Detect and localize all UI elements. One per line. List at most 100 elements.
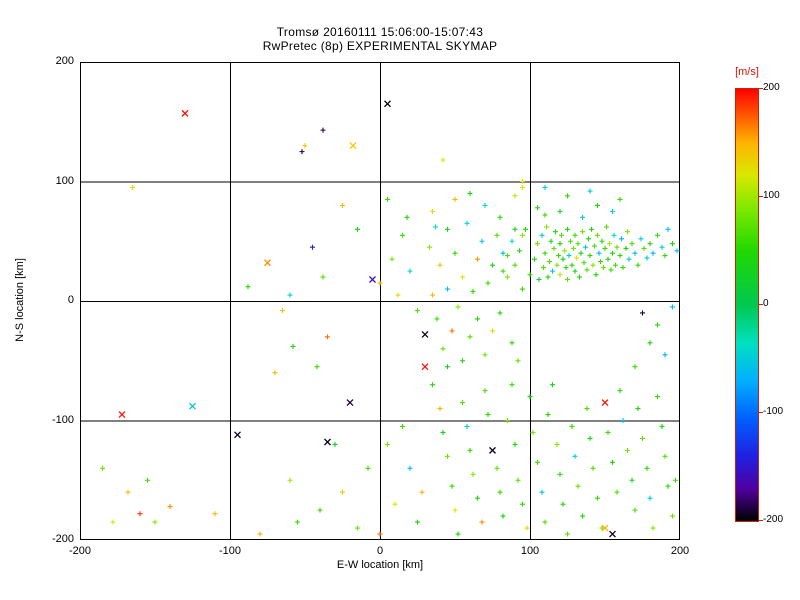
colorbar-tick-label: 0 [763, 298, 769, 309]
data-point [369, 276, 376, 283]
data-point [670, 513, 675, 519]
data-point [557, 208, 563, 214]
data-point [395, 292, 401, 298]
data-point [565, 226, 570, 232]
data-point [100, 465, 105, 471]
data-point [332, 441, 338, 447]
data-point [635, 262, 641, 268]
y-tick-label: 200 [55, 55, 74, 67]
data-point [355, 525, 360, 531]
data-point [572, 453, 578, 459]
data-point [377, 531, 383, 537]
data-point [541, 265, 546, 271]
data-point [512, 193, 518, 199]
data-point [659, 423, 665, 429]
data-point [601, 399, 609, 407]
colorbar-tick-label: 100 [763, 190, 780, 201]
data-point [317, 507, 323, 513]
data-point [544, 224, 549, 230]
data-point [598, 259, 603, 265]
data-point [349, 142, 357, 150]
data-point [659, 244, 665, 250]
data-point [565, 276, 570, 282]
data-point [583, 244, 588, 250]
data-point [572, 268, 578, 274]
data-point [137, 511, 143, 517]
data-point [520, 232, 525, 238]
data-point [545, 412, 551, 418]
y-tick-label: 100 [55, 174, 74, 187]
colorbar-units-label: [m/s] [735, 66, 759, 78]
data-point [290, 343, 296, 349]
data-point [554, 262, 560, 268]
data-point [527, 272, 533, 278]
data-point [497, 214, 503, 220]
data-point [535, 205, 540, 211]
data-point [520, 179, 525, 184]
data-point [485, 412, 491, 418]
plot-subtitle: RwPretec (8p) EXPERIMENTAL SKYMAP [262, 39, 498, 53]
data-point [440, 346, 446, 352]
data-point [189, 402, 196, 410]
data-point [560, 256, 566, 262]
data-point [548, 238, 554, 244]
data-point [584, 267, 590, 273]
data-point [264, 259, 271, 267]
data-point [670, 241, 675, 247]
data-point [110, 519, 116, 525]
data-point [574, 255, 579, 261]
data-point [497, 489, 503, 495]
data-point [629, 477, 635, 483]
data-point [500, 250, 506, 256]
data-point [517, 248, 522, 254]
data-point [452, 507, 458, 513]
data-point [580, 229, 585, 235]
data-point [509, 382, 515, 388]
data-point [670, 304, 675, 310]
data-point [449, 328, 455, 334]
data-point [647, 340, 653, 346]
data-point [475, 256, 480, 262]
data-point [644, 255, 650, 261]
data-point [437, 262, 443, 268]
colorbar-tick-mark [759, 88, 763, 89]
data-point [673, 477, 678, 483]
data-point [535, 459, 540, 465]
data-point [245, 284, 251, 290]
colorbar-tick-label: -200 [763, 514, 784, 525]
data-point [384, 100, 391, 108]
data-point [520, 184, 525, 190]
data-point [421, 363, 429, 371]
data-point [407, 465, 413, 471]
data-point [650, 525, 656, 531]
data-point [674, 248, 680, 254]
data-point [445, 453, 450, 459]
data-point [490, 328, 495, 334]
data-point [449, 483, 455, 489]
data-point [479, 519, 485, 525]
data-point [489, 446, 496, 454]
data-point [587, 188, 593, 194]
data-point [505, 418, 510, 423]
data-point [475, 316, 480, 322]
data-point [566, 253, 572, 259]
data-point [310, 244, 315, 250]
data-point [662, 352, 668, 358]
x-tick-label: 100 [520, 545, 540, 557]
data-point [530, 429, 536, 435]
data-point [479, 238, 485, 244]
data-point [355, 226, 360, 232]
data-point [569, 423, 575, 429]
data-point [455, 304, 461, 310]
data-point [580, 513, 585, 519]
data-point [325, 334, 330, 340]
data-point [419, 489, 425, 495]
data-point [299, 149, 305, 155]
data-point [662, 253, 668, 259]
data-point [584, 406, 590, 412]
data-point [563, 265, 569, 271]
colorbar [735, 88, 759, 522]
data-point [234, 431, 241, 439]
data-point [640, 435, 645, 441]
